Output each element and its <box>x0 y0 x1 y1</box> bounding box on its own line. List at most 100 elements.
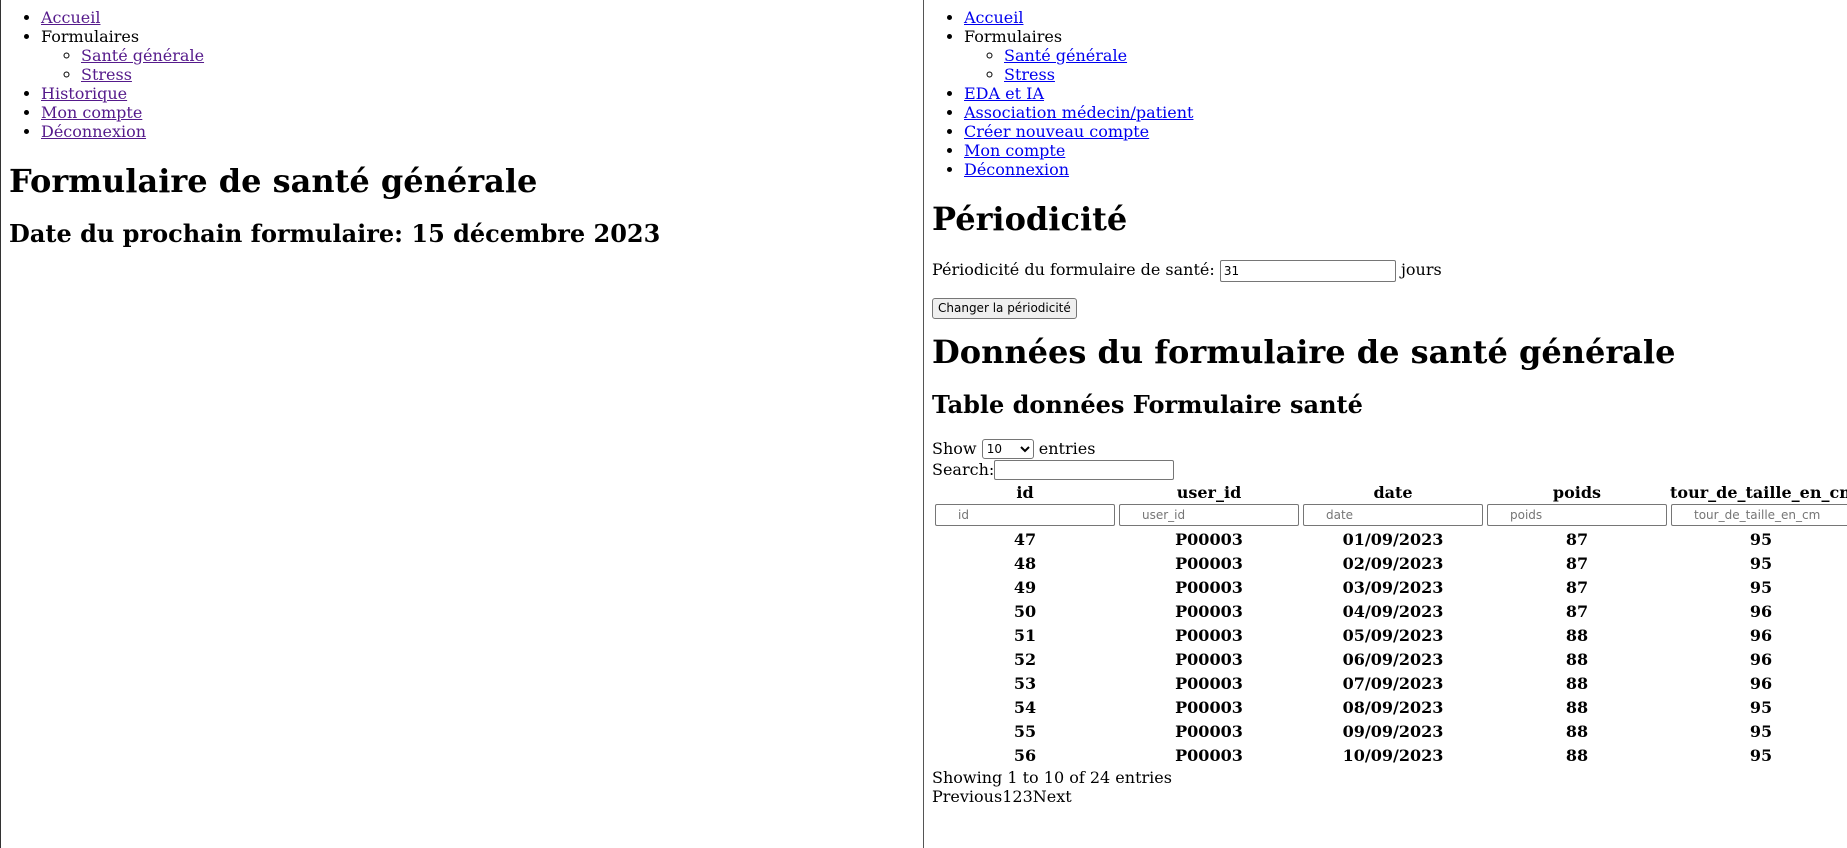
pager-page-2[interactable]: 2 <box>1012 787 1023 806</box>
filter-date-input[interactable] <box>1303 504 1483 526</box>
filter-id-input[interactable] <box>935 504 1115 526</box>
cell-user-id: P00003 <box>1175 649 1243 669</box>
cell-tour-de-taille: 95 <box>1749 745 1773 765</box>
link-historique[interactable]: Historique <box>41 84 128 103</box>
nav-item-deconnexion: Déconnexion <box>964 160 1847 179</box>
cell-tour-de-taille: 95 <box>1749 553 1773 573</box>
filter-cell <box>1302 504 1484 526</box>
cell-user-id: P00003 <box>1175 529 1243 549</box>
nav-item-sante-generale: Santé générale <box>1004 46 1847 65</box>
cell-poids: 88 <box>1565 649 1589 669</box>
cell-id: 55 <box>1013 721 1037 741</box>
page-size-row: Show 10 entries <box>932 438 1847 460</box>
link-association[interactable]: Association médecin/patient <box>964 103 1194 122</box>
entries-label: entries <box>1038 438 1096 458</box>
cell-id: 54 <box>1013 697 1037 717</box>
nav-item-stress: Stress <box>1004 65 1847 84</box>
table-row: 53 P00003 07/09/2023 88 96 <box>934 672 1847 694</box>
nav-item-deconnexion: Déconnexion <box>41 122 923 141</box>
table-head: id user_id date poids tour_de_taille_en_… <box>934 482 1847 526</box>
pagination: Previous123Next <box>932 787 1847 806</box>
cell-user-id: P00003 <box>1175 601 1243 621</box>
filter-user-id-input[interactable] <box>1119 504 1299 526</box>
link-mon-compte[interactable]: Mon compte <box>41 103 143 122</box>
pager-next[interactable]: Next <box>1032 787 1072 806</box>
periodicity-input[interactable] <box>1219 259 1396 282</box>
cell-user-id: P00003 <box>1175 673 1243 693</box>
link-creer-compte[interactable]: Créer nouveau compte <box>964 122 1150 141</box>
cell-tour-de-taille: 95 <box>1749 697 1773 717</box>
submenu-formulaires: Santé générale Stress <box>964 46 1847 84</box>
cell-poids: 87 <box>1565 601 1589 621</box>
pager-page-3[interactable]: 3 <box>1022 787 1033 806</box>
cell-id: 47 <box>1013 529 1037 549</box>
left-content: Formulaire de santé générale Date du pro… <box>1 162 923 248</box>
link-eda-ia[interactable]: EDA et IA <box>964 84 1045 103</box>
filter-cell <box>1118 504 1300 526</box>
filter-cell <box>1670 504 1847 526</box>
periodicity-label: Périodicité du formulaire de santé: <box>932 260 1215 279</box>
data-section-title: Données du formulaire de santé générale <box>932 332 1676 371</box>
cell-poids: 87 <box>1565 553 1589 573</box>
table-row: 47 P00003 01/09/2023 87 95 <box>934 528 1847 550</box>
filter-tour-de-taille-input[interactable] <box>1671 504 1847 526</box>
right-nav-menu: Accueil Formulaires Santé générale Stres… <box>932 8 1847 179</box>
nav-item-formulaires: Formulaires Santé générale Stress <box>41 27 923 84</box>
cell-id: 50 <box>1013 601 1037 621</box>
link-mon-compte[interactable]: Mon compte <box>964 141 1066 160</box>
page-size-select[interactable]: 10 <box>981 439 1034 459</box>
table-row: 56 P00003 10/09/2023 88 95 <box>934 744 1847 766</box>
table-row: 50 P00003 04/09/2023 87 96 <box>934 600 1847 622</box>
cell-user-id: P00003 <box>1175 577 1243 597</box>
table-row: 54 P00003 08/09/2023 88 95 <box>934 696 1847 718</box>
cell-user-id: P00003 <box>1175 625 1243 645</box>
pager-previous[interactable]: Previous <box>932 787 1003 806</box>
cell-tour-de-taille: 95 <box>1749 721 1773 741</box>
link-deconnexion[interactable]: Déconnexion <box>964 160 1070 179</box>
periodicity-unit: jours <box>1400 260 1442 279</box>
search-label: Search: <box>932 459 995 479</box>
label-formulaires: Formulaires <box>41 27 140 46</box>
cell-tour-de-taille: 95 <box>1749 529 1773 549</box>
left-pane: Accueil Formulaires Santé générale Stres… <box>0 0 924 848</box>
link-accueil[interactable]: Accueil <box>41 8 101 27</box>
link-sante-generale[interactable]: Santé générale <box>81 46 205 65</box>
change-periodicity-button[interactable]: Changer la périodicité <box>932 297 1077 319</box>
cell-tour-de-taille: 96 <box>1749 625 1773 645</box>
nav-item-formulaires: Formulaires Santé générale Stress <box>964 27 1847 84</box>
column-header-id[interactable]: id <box>1016 482 1034 502</box>
pager-page-1[interactable]: 1 <box>1002 787 1013 806</box>
search-input[interactable] <box>994 460 1175 480</box>
cell-tour-de-taille: 96 <box>1749 673 1773 693</box>
column-header-tour-de-taille[interactable]: tour_de_taille_en_cm <box>1670 482 1847 502</box>
cell-user-id: P00003 <box>1175 697 1243 717</box>
column-header-date[interactable]: date <box>1373 482 1413 502</box>
filter-row <box>934 504 1847 526</box>
nav-item-mon-compte: Mon compte <box>964 141 1847 160</box>
cell-user-id: P00003 <box>1175 553 1243 573</box>
nav-item-sante-generale: Santé générale <box>81 46 923 65</box>
nav-item-mon-compte: Mon compte <box>41 103 923 122</box>
table-row: 51 P00003 05/09/2023 88 96 <box>934 624 1847 646</box>
cell-poids: 87 <box>1565 529 1589 549</box>
cell-id: 52 <box>1013 649 1037 669</box>
link-deconnexion[interactable]: Déconnexion <box>41 122 147 141</box>
cell-id: 49 <box>1013 577 1037 597</box>
nav-item-stress: Stress <box>81 65 923 84</box>
filter-poids-input[interactable] <box>1487 504 1667 526</box>
column-header-user-id[interactable]: user_id <box>1176 482 1242 502</box>
table-row: 48 P00003 02/09/2023 87 95 <box>934 552 1847 574</box>
cell-date: 09/09/2023 <box>1342 721 1444 741</box>
periodicity-title: Périodicité <box>932 200 1128 238</box>
left-nav-menu: Accueil Formulaires Santé générale Stres… <box>1 8 923 141</box>
link-stress[interactable]: Stress <box>81 65 132 84</box>
link-sante-generale[interactable]: Santé générale <box>1004 46 1128 65</box>
next-form-date: Date du prochain formulaire: 15 décembre… <box>9 219 661 248</box>
cell-date: 03/09/2023 <box>1342 577 1444 597</box>
column-header-poids[interactable]: poids <box>1552 482 1602 502</box>
cell-id: 56 <box>1013 745 1037 765</box>
link-stress[interactable]: Stress <box>1004 65 1055 84</box>
link-accueil[interactable]: Accueil <box>964 8 1024 27</box>
nav-item-eda-ia: EDA et IA <box>964 84 1847 103</box>
filter-cell <box>1486 504 1668 526</box>
